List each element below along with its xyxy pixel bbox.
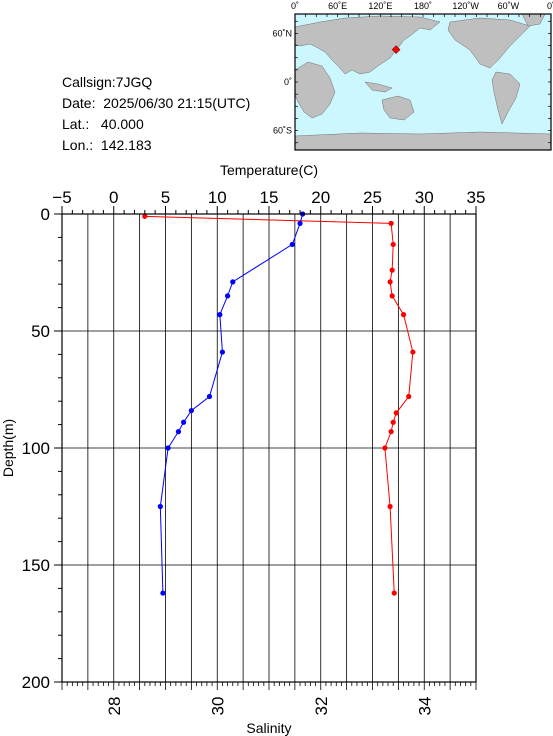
temperature-tick-label: 35	[467, 188, 486, 207]
latitude-text: Lat.: 40.000	[62, 116, 144, 132]
temperature-point	[400, 312, 407, 318]
salinity-point	[289, 241, 295, 248]
temperature-tick-label: 15	[260, 188, 279, 207]
chart-series	[142, 211, 416, 596]
station-marker	[391, 45, 401, 54]
temperature-point	[390, 419, 396, 425]
depth-tick-label: 0	[41, 205, 50, 224]
temperature-tick-label: 30	[415, 188, 434, 207]
temperature-point	[387, 503, 393, 510]
temperature-axis-label: Temperature(C)	[220, 162, 318, 178]
land-eurasia	[294, 15, 441, 75]
salinity-tick-label: 30	[208, 697, 227, 716]
salinity-point	[157, 503, 163, 510]
salinity-point	[175, 429, 182, 435]
temperature-point	[406, 393, 412, 400]
salinity-point	[165, 445, 171, 451]
map-lon-label: 0˚	[291, 1, 299, 11]
temperature-point	[142, 213, 148, 219]
chart-ticks	[54, 206, 477, 690]
depth-tick-label: 150	[22, 556, 50, 575]
map-lat-label: 60˚N	[272, 28, 292, 38]
callsign-text: Callsign:7JGQ	[62, 74, 153, 90]
depth-tick-label: 100	[22, 439, 50, 458]
salinity-axis-label: Salinity	[246, 720, 291, 736]
temperature-point	[388, 429, 394, 435]
salinity-tick-label: 34	[415, 697, 434, 716]
salinity-point	[225, 293, 231, 299]
salinity-point	[230, 279, 236, 285]
chart-grid	[62, 214, 476, 682]
map-labels: 0˚ 60˚E 120˚E 180˚ 120˚W 60˚W 0˚ 60˚N 0˚ 60˚S	[272, 1, 553, 136]
temperature-point	[390, 241, 396, 248]
temperature-tick-label: 20	[311, 188, 330, 207]
station-info: Callsign:7JGQ Date: 2025/06/30 21:15(UTC…	[62, 72, 250, 156]
map-lat-label: 0˚	[284, 77, 292, 87]
salinity-point	[188, 407, 194, 414]
map-lon-label: 60˚E	[328, 1, 347, 11]
land-africa	[294, 61, 336, 119]
temperature-point	[389, 293, 395, 299]
land-south-america	[491, 71, 521, 125]
map-lon-label: 120˚E	[368, 1, 392, 11]
depth-axis-label: Depth(m)	[0, 419, 16, 477]
land-north-america	[447, 17, 531, 69]
land-australia	[381, 95, 415, 121]
location-map: 0˚ 60˚E 120˚E 180˚ 120˚W 60˚W 0˚ 60˚N 0˚ 60˚S	[272, 1, 553, 151]
temperature-point	[391, 590, 397, 596]
map-lon-label: 60˚W	[498, 1, 520, 11]
salinity-point	[217, 312, 223, 318]
salinity-point	[297, 220, 303, 226]
salinity-point	[181, 419, 187, 425]
salinity-point	[219, 349, 226, 355]
salinity-line	[159, 213, 304, 594]
temperature-tick-label: 0	[109, 188, 118, 207]
temperature-point	[387, 279, 393, 285]
temperature-tick-label: −5	[52, 188, 71, 207]
temperature-tick-label: 10	[208, 188, 227, 207]
land-indonesia	[364, 81, 393, 93]
salinity-point	[160, 590, 166, 596]
temperature-tick-label: 5	[161, 188, 170, 207]
salinity-tick-label: 28	[105, 697, 124, 716]
salinity-point	[206, 393, 213, 400]
temperature-point	[389, 267, 395, 273]
map-lon-label: 0˚	[547, 1, 553, 11]
station-marker-diamond	[391, 45, 401, 54]
map-ticks	[294, 14, 552, 144]
date-text: Date: 2025/06/30 21:15(UTC)	[62, 95, 251, 111]
temperature-point	[410, 349, 416, 355]
longitude-text: Lon.: 142.183	[62, 137, 152, 153]
temperature-point	[382, 445, 388, 451]
map-land	[294, 13, 552, 151]
temperature-point	[393, 410, 399, 416]
depth-tick-label: 50	[31, 322, 50, 341]
temperature-point	[388, 220, 394, 226]
map-lon-label: 180˚	[414, 1, 432, 11]
temperature-tick-label: 25	[363, 188, 382, 207]
salinity-tick-label: 32	[312, 697, 331, 716]
map-lon-label: 120˚W	[452, 1, 479, 11]
depth-tick-label: 200	[22, 673, 50, 692]
map-lat-label: 60˚S	[273, 126, 292, 136]
